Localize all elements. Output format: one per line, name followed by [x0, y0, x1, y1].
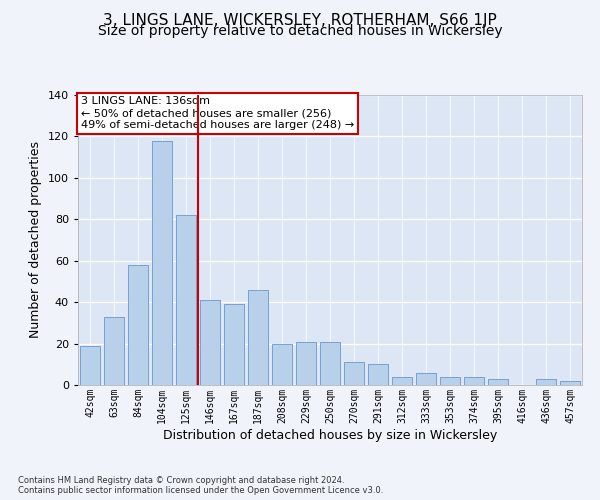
Text: Contains HM Land Registry data © Crown copyright and database right 2024.
Contai: Contains HM Land Registry data © Crown c…	[18, 476, 383, 495]
Bar	[536, 379, 556, 385]
Bar	[128, 265, 148, 385]
Text: Size of property relative to detached houses in Wickersley: Size of property relative to detached ho…	[98, 24, 502, 38]
Bar	[176, 215, 196, 385]
Bar	[320, 342, 340, 385]
X-axis label: Distribution of detached houses by size in Wickersley: Distribution of detached houses by size …	[163, 428, 497, 442]
Bar	[440, 376, 460, 385]
Y-axis label: Number of detached properties: Number of detached properties	[29, 142, 42, 338]
Bar	[248, 290, 268, 385]
Text: 3 LINGS LANE: 136sqm
← 50% of detached houses are smaller (256)
49% of semi-deta: 3 LINGS LANE: 136sqm ← 50% of detached h…	[80, 96, 354, 130]
Bar	[344, 362, 364, 385]
Bar	[104, 316, 124, 385]
Bar	[464, 376, 484, 385]
Bar	[200, 300, 220, 385]
Bar	[152, 140, 172, 385]
Text: 3, LINGS LANE, WICKERSLEY, ROTHERHAM, S66 1JP: 3, LINGS LANE, WICKERSLEY, ROTHERHAM, S6…	[103, 12, 497, 28]
Bar	[488, 379, 508, 385]
Bar	[224, 304, 244, 385]
Bar	[392, 376, 412, 385]
Bar	[416, 372, 436, 385]
Bar	[368, 364, 388, 385]
Bar	[560, 381, 580, 385]
Bar	[80, 346, 100, 385]
Bar	[296, 342, 316, 385]
Bar	[272, 344, 292, 385]
